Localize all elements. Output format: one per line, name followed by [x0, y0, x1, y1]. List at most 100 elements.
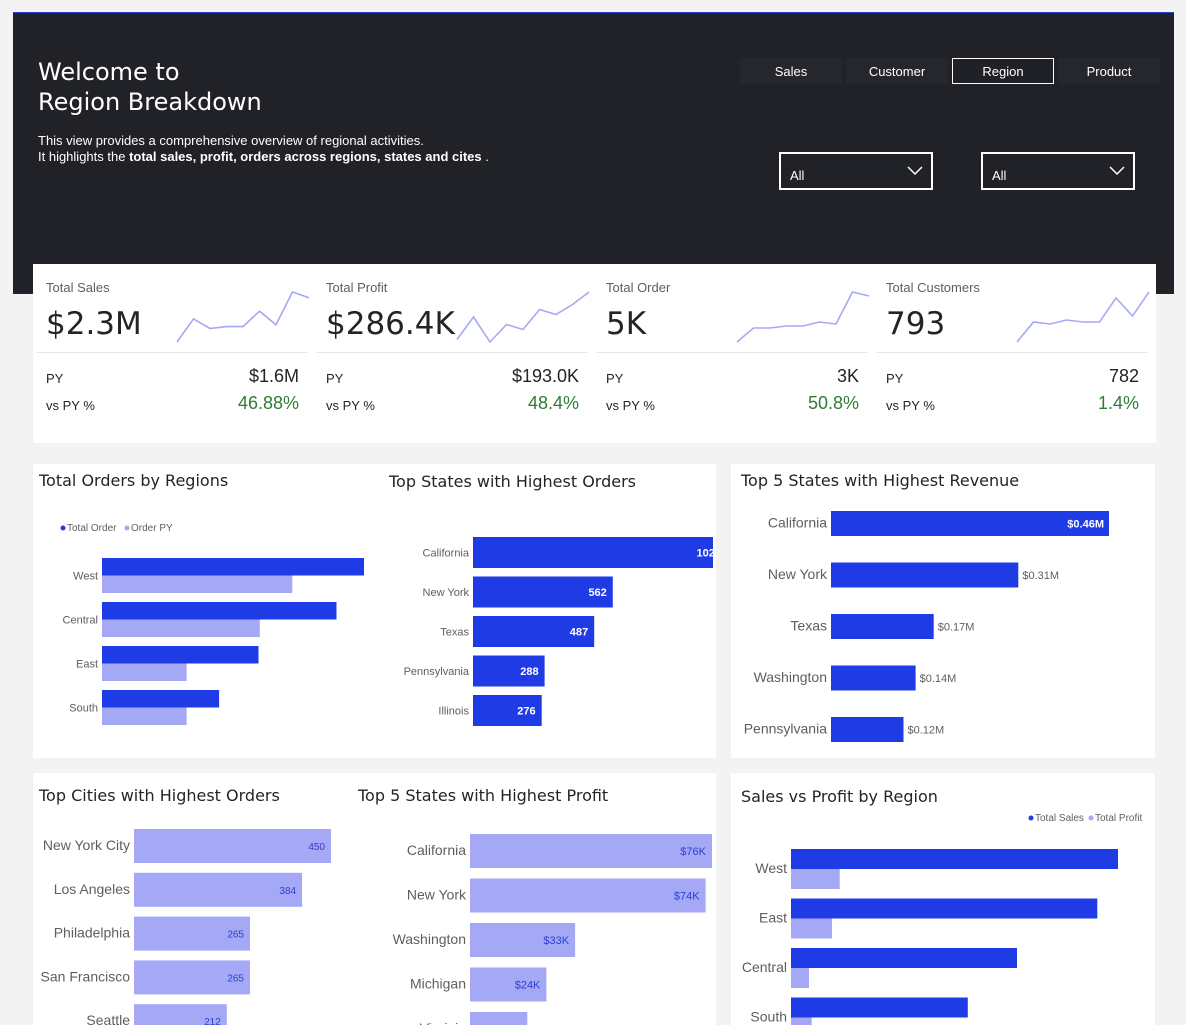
- bar: [102, 707, 187, 725]
- kpi-band: Total Sales $2.3M PY $1.6M vs PY % 46.88…: [33, 264, 1156, 443]
- filter-dropdown-1[interactable]: All: [779, 152, 933, 190]
- chart-title-orders-by-region: Total Orders by Regions: [39, 471, 229, 490]
- category-label: Texas: [790, 618, 827, 634]
- data-label: 276: [517, 706, 535, 718]
- kpi-py-label: PY: [606, 371, 624, 386]
- kpi-label: Total Sales: [46, 280, 110, 295]
- kpi-vs-value: 50.8%: [807, 393, 859, 413]
- bar: [831, 511, 1109, 536]
- legend-marker: [60, 525, 66, 531]
- kpi-value: 793: [886, 306, 946, 342]
- tab-product[interactable]: Product: [1058, 58, 1160, 84]
- data-label: $33K: [543, 935, 569, 947]
- kpi-vs-label: vs PY %: [326, 398, 375, 413]
- sparkline: [176, 291, 310, 343]
- page-description: This view provides a comprehensive overv…: [38, 133, 489, 165]
- bar: [102, 619, 260, 637]
- legend-label: Total Sales: [1035, 813, 1084, 824]
- bar: [134, 829, 331, 863]
- category-label: Seattle: [86, 1012, 130, 1025]
- bar: [134, 916, 250, 951]
- kpi-value: $286.4K: [326, 306, 455, 342]
- bar: [102, 663, 187, 681]
- kpi-label: Total Order: [606, 280, 671, 295]
- data-label: 1021: [697, 548, 713, 560]
- divider: [877, 352, 1147, 353]
- tab-region[interactable]: Region: [952, 58, 1054, 84]
- title-line-2: Region Breakdown: [38, 88, 262, 116]
- data-label: $0.46M: [1067, 519, 1104, 531]
- sparkline: [456, 291, 590, 344]
- data-label: 487: [570, 627, 588, 639]
- tab-sales[interactable]: Sales: [740, 58, 842, 84]
- chart-title-top-states-revenue: Top 5 States with Highest Revenue: [741, 471, 1020, 490]
- category-label: Los Angeles: [54, 881, 130, 897]
- sparkline: [1016, 291, 1150, 343]
- bar: [791, 898, 1098, 919]
- bar: [473, 616, 595, 647]
- category-label: California: [407, 842, 466, 858]
- legend-label: Total Profit: [1095, 813, 1142, 824]
- data-label: $76K: [680, 846, 706, 858]
- category-label: Central: [742, 959, 787, 975]
- chevron-down-icon: [1109, 166, 1125, 176]
- sparkline-path: [456, 291, 590, 344]
- kpi-value: 5K: [606, 306, 647, 342]
- bar: [470, 878, 706, 913]
- kpi-vs-label: vs PY %: [46, 398, 95, 413]
- legend-label: Total Order: [67, 523, 117, 534]
- data-label: $0.17M: [938, 622, 975, 634]
- category-label: Central: [63, 615, 98, 627]
- header-banner: Welcome to Region Breakdown This view pr…: [13, 12, 1174, 294]
- data-label: $74K: [674, 891, 700, 903]
- panel-sales-vs-profit: Sales vs Profit by Region Total Sales Tot…: [731, 773, 1155, 1025]
- category-label: Pennsylvania: [744, 721, 827, 737]
- sparkline: [736, 291, 870, 343]
- bar: [473, 695, 542, 726]
- kpi-card-total-order: Total Order 5K PY 3K vs PY % 50.8%: [593, 264, 870, 443]
- category-label: San Francisco: [41, 968, 131, 984]
- category-label: South: [69, 703, 98, 715]
- kpi-label: Total Customers: [886, 280, 980, 295]
- legend-marker: [1088, 815, 1094, 821]
- kpi-card-total-profit: Total Profit $286.4K PY $193.0K vs PY % …: [313, 264, 590, 443]
- panel-revenue: Top 5 States with Highest Revenue Califo…: [731, 464, 1155, 758]
- tab-customer[interactable]: Customer: [846, 58, 948, 84]
- data-label: $0.31M: [1022, 570, 1059, 582]
- category-label: Illinois: [438, 706, 469, 718]
- bar: [134, 872, 303, 907]
- data-label: 450: [308, 842, 325, 853]
- kpi-vs-value: 48.4%: [527, 393, 579, 413]
- data-label: $0.12M: [908, 725, 945, 737]
- bar: [791, 948, 1017, 968]
- chart-title-top-cities-orders: Top Cities with Highest Orders: [39, 786, 280, 805]
- category-label: South: [750, 1009, 787, 1025]
- bar: [470, 1012, 528, 1025]
- bar: [791, 997, 968, 1018]
- description-suffix: .: [481, 149, 489, 164]
- kpi-card-total-customers: Total Customers 793 PY 782 vs PY % 1.4%: [873, 264, 1150, 443]
- category-label: East: [759, 910, 787, 926]
- chart-title-top-states-orders: Top States with Highest Orders: [389, 472, 637, 491]
- bar: [102, 602, 337, 620]
- bar: [470, 967, 547, 1002]
- legend-marker: [1028, 815, 1034, 821]
- bar: [102, 558, 364, 576]
- legend-marker: [124, 525, 130, 531]
- divider: [597, 352, 867, 353]
- chart-title-sales-vs-profit: Sales vs Profit by Region: [741, 787, 938, 806]
- page-navigation: Sales Customer Region Product: [740, 58, 1165, 84]
- kpi-py-value: $193.0K: [511, 366, 579, 386]
- data-label: 265: [227, 930, 244, 941]
- bar: [473, 576, 613, 608]
- bar: [473, 537, 713, 568]
- chart-title-top-states-profit: Top 5 States with Highest Profit: [358, 786, 609, 805]
- filter-1-value: All: [790, 168, 805, 183]
- kpi-label: Total Profit: [326, 280, 388, 295]
- bar: [473, 655, 545, 687]
- kpi-vs-value: 46.88%: [237, 393, 299, 413]
- kpi-py-label: PY: [46, 371, 64, 386]
- filter-dropdown-2[interactable]: All: [981, 152, 1135, 190]
- panel-orders: Total Orders by Regions Top States with …: [33, 464, 716, 758]
- panel-cities-profit: Top Cities with Highest Orders Top 5 Sta…: [33, 773, 716, 1025]
